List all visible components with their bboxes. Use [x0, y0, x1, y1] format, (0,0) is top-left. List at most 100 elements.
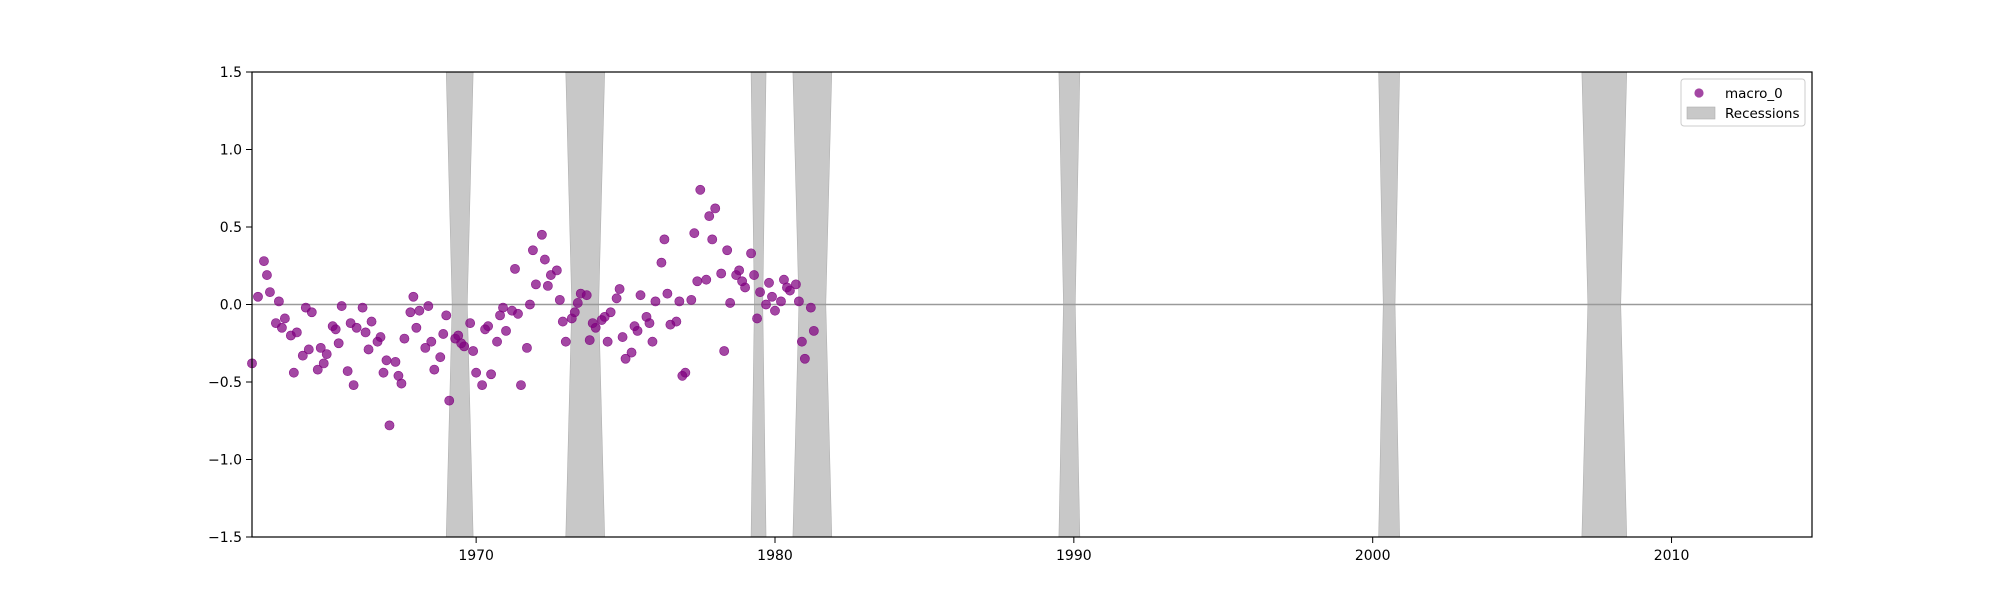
data-point	[626, 347, 637, 358]
data-point	[716, 268, 727, 279]
data-point	[423, 301, 434, 311]
data-point	[390, 356, 401, 367]
data-point	[516, 380, 526, 390]
data-points	[247, 184, 819, 431]
data-point	[656, 257, 667, 268]
data-point	[381, 355, 392, 366]
data-point	[378, 367, 389, 378]
data-point	[321, 349, 332, 359]
data-point	[306, 307, 317, 318]
data-point	[438, 329, 449, 339]
data-point	[483, 321, 493, 332]
data-point	[273, 296, 284, 307]
data-point	[486, 369, 496, 380]
data-point	[312, 364, 323, 375]
data-point	[348, 380, 359, 390]
data-point	[701, 274, 712, 285]
data-point	[635, 290, 646, 301]
data-point	[794, 296, 804, 307]
data-point	[426, 336, 437, 347]
data-point	[351, 322, 362, 333]
data-point	[536, 229, 547, 240]
y-tick-label: −0.5	[208, 375, 242, 391]
data-point	[686, 294, 697, 305]
data-point	[808, 325, 819, 336]
x-tick-label: 1970	[458, 548, 494, 564]
data-point	[542, 280, 553, 291]
data-point	[569, 307, 580, 318]
data-point	[288, 367, 299, 378]
data-point	[791, 279, 801, 290]
x-tick-label: 2000	[1355, 548, 1391, 564]
data-point	[522, 342, 532, 353]
data-point	[498, 302, 508, 313]
data-point	[755, 287, 765, 297]
data-point	[644, 318, 655, 328]
data-point	[710, 203, 721, 214]
data-point	[444, 395, 455, 406]
data-point	[384, 420, 395, 431]
data-point	[605, 307, 616, 318]
data-point	[265, 287, 275, 297]
data-point	[366, 316, 377, 327]
data-point	[692, 276, 703, 287]
data-point	[584, 335, 595, 346]
data-point	[734, 265, 745, 276]
data-point	[805, 302, 816, 313]
data-point	[620, 353, 631, 364]
data-point	[525, 299, 535, 310]
data-point	[796, 336, 807, 347]
y-tick-label: 0.0	[220, 298, 242, 314]
data-point	[330, 324, 341, 335]
data-point	[411, 322, 422, 333]
y-axis: −1.5 −1.0 −0.5 0.0 0.5 1.0 1.5	[208, 65, 252, 546]
data-point	[513, 308, 523, 319]
data-point	[602, 336, 613, 347]
data-point	[560, 336, 571, 347]
data-point	[617, 332, 628, 342]
data-point	[799, 353, 810, 364]
data-point	[611, 293, 622, 304]
data-point	[259, 256, 269, 266]
data-point	[399, 333, 410, 344]
data-point	[647, 336, 658, 347]
data-point	[707, 234, 718, 245]
data-point	[746, 248, 756, 259]
x-tick-label: 1980	[757, 548, 793, 564]
data-point	[459, 341, 470, 352]
data-point	[722, 245, 733, 256]
y-tick-label: 1.5	[220, 65, 242, 81]
data-point	[671, 316, 682, 327]
data-point	[704, 211, 715, 222]
data-point	[429, 364, 440, 375]
data-point	[659, 234, 670, 245]
data-point	[551, 265, 562, 276]
data-point	[725, 298, 736, 308]
legend-label-1: macro_0	[1725, 86, 1783, 102]
data-point	[357, 302, 368, 313]
data-point	[740, 282, 750, 293]
data-point	[674, 296, 685, 307]
data-point	[414, 305, 425, 316]
data-point	[441, 310, 452, 321]
data-point	[396, 378, 407, 389]
data-point	[291, 327, 302, 338]
data-point	[468, 346, 479, 356]
data-point	[719, 346, 730, 356]
data-point	[435, 352, 446, 363]
data-point	[554, 294, 565, 305]
legend: macro_0 Recessions	[1680, 78, 1806, 127]
x-axis: 1970 1980 1990 2000 2010	[458, 537, 1689, 564]
data-point	[590, 322, 601, 333]
data-point	[572, 298, 583, 308]
y-tick-label: −1.5	[208, 530, 242, 546]
legend-patch-2	[1686, 106, 1716, 120]
data-point	[614, 284, 625, 294]
y-tick-label: −1.0	[208, 453, 242, 469]
data-point	[501, 325, 511, 336]
data-point	[510, 263, 520, 274]
data-point	[764, 277, 774, 288]
x-tick-label: 2010	[1654, 548, 1690, 564]
data-point	[650, 296, 661, 307]
